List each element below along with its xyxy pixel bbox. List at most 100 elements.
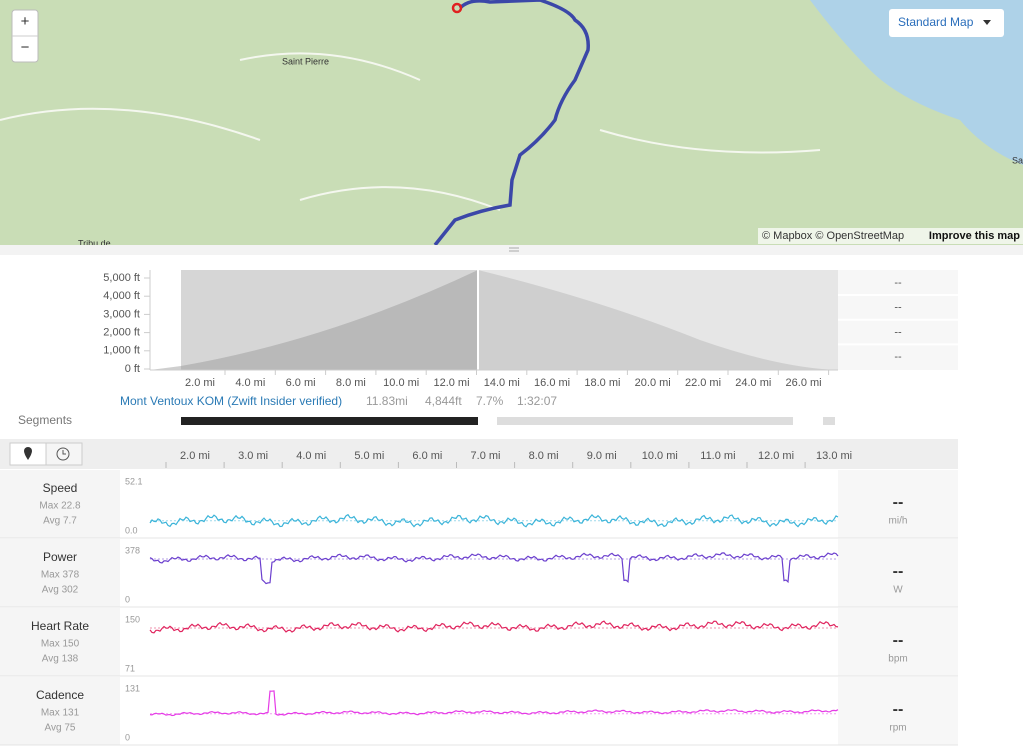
stream-label-bg bbox=[0, 539, 120, 607]
streams-header bbox=[0, 439, 958, 469]
stream-label-bg bbox=[0, 608, 120, 676]
stream-value-bg bbox=[838, 470, 958, 538]
stream-max: Max 22.8 bbox=[39, 501, 81, 512]
scale-min: 71 bbox=[125, 663, 135, 673]
stream-max: Max 378 bbox=[41, 570, 80, 581]
road bbox=[0, 52, 821, 211]
stream-label-bg bbox=[0, 677, 120, 745]
stream-x-tick: 2.0 mi bbox=[180, 450, 210, 462]
elev-x-tick: 8.0 mi bbox=[336, 377, 366, 389]
stream-value-bg bbox=[838, 539, 958, 607]
stream-line bbox=[149, 513, 839, 528]
elev-x-tick: 12.0 mi bbox=[433, 377, 469, 389]
clock-icon bbox=[56, 447, 70, 461]
stream-unit: rpm bbox=[889, 723, 906, 734]
zoom-out[interactable]: − bbox=[21, 39, 30, 56]
stream-unit: bpm bbox=[888, 654, 907, 665]
scale-max: 150 bbox=[125, 614, 140, 624]
lake bbox=[810, 0, 1023, 165]
stream-x-tick: 8.0 mi bbox=[529, 450, 559, 462]
elev-x-tick: 24.0 mi bbox=[735, 377, 771, 389]
stream-x-tick: 9.0 mi bbox=[587, 450, 617, 462]
segment-name[interactable]: Mont Ventoux KOM (Zwift Insider verified… bbox=[120, 394, 342, 408]
elev-x-tick: 14.0 mi bbox=[484, 377, 520, 389]
stream-name: Power bbox=[43, 550, 77, 564]
map: + − Standard Map Saint Pierre Tribu de S… bbox=[0, 0, 1023, 248]
stream-value: -- bbox=[893, 701, 904, 718]
elev-stat: -- bbox=[894, 302, 902, 314]
elev-area-selected bbox=[181, 270, 478, 370]
route bbox=[433, 0, 590, 247]
resize-bar[interactable] bbox=[0, 245, 1023, 255]
stream-unit: W bbox=[893, 585, 903, 596]
elev-x-tick: 2.0 mi bbox=[185, 377, 215, 389]
attribution: © Mapbox © OpenStreetMap bbox=[762, 230, 904, 242]
stream-avg: Avg 75 bbox=[45, 723, 76, 734]
stream-x-tick: 11.0 mi bbox=[700, 450, 735, 462]
stream-x-tick: 12.0 mi bbox=[758, 450, 794, 462]
elev-x-tick: 20.0 mi bbox=[635, 377, 671, 389]
scale-max: 131 bbox=[125, 683, 140, 693]
elev-stat: -- bbox=[894, 277, 902, 289]
stream-x-tick: 10.0 mi bbox=[642, 450, 678, 462]
elev-y-tick: 0 ft bbox=[125, 363, 140, 375]
stream-avg: Avg 7.7 bbox=[43, 516, 77, 527]
scale-min: 0 bbox=[125, 594, 130, 604]
improve-map[interactable]: Improve this map bbox=[929, 230, 1020, 242]
stream-max: Max 131 bbox=[41, 708, 80, 719]
segments-label: Segments bbox=[18, 413, 72, 427]
elev-x-tick: 16.0 mi bbox=[534, 377, 570, 389]
zoom-in[interactable]: + bbox=[21, 13, 30, 30]
stream-x-tick: 13.0 mi bbox=[816, 450, 852, 462]
pin-icon bbox=[24, 447, 32, 460]
scale-min: 0 bbox=[125, 732, 130, 742]
elev-y-tick: 1,000 ft bbox=[103, 345, 140, 357]
scale-max: 378 bbox=[125, 545, 140, 555]
stream-value: -- bbox=[893, 494, 904, 511]
caret bbox=[983, 20, 991, 25]
segment-time: 1:32:07 bbox=[517, 394, 557, 408]
elev-stat: -- bbox=[894, 326, 902, 338]
stream-x-tick: 6.0 mi bbox=[412, 450, 442, 462]
stream-name: Cadence bbox=[36, 688, 84, 702]
stream-name: Heart Rate bbox=[31, 619, 89, 633]
segment-elevation: 4,844ft bbox=[425, 394, 462, 408]
attribution-bg bbox=[758, 228, 1023, 244]
stream-value: -- bbox=[893, 563, 904, 580]
stream-name: Speed bbox=[43, 481, 78, 495]
map-style-label[interactable]: Standard Map bbox=[898, 15, 974, 29]
stream-x-tick: 5.0 mi bbox=[354, 450, 384, 462]
stream-x-tick: 4.0 mi bbox=[296, 450, 326, 462]
resize-handle bbox=[509, 247, 519, 252]
elev-x-tick: 10.0 mi bbox=[383, 377, 419, 389]
place-label: Sa bbox=[1012, 155, 1023, 165]
segment-bar[interactable] bbox=[823, 417, 835, 425]
elev-y-tick: 4,000 ft bbox=[103, 290, 140, 302]
segment-bar[interactable] bbox=[181, 417, 478, 425]
stream-x-tick: 7.0 mi bbox=[471, 450, 501, 462]
route-start bbox=[451, 2, 463, 14]
stream-avg: Avg 138 bbox=[42, 654, 79, 665]
elev-x-tick: 18.0 mi bbox=[584, 377, 620, 389]
map-style-button[interactable] bbox=[889, 9, 1004, 37]
place-label: Saint Pierre bbox=[282, 56, 329, 66]
segment-bar[interactable] bbox=[497, 417, 793, 425]
elev-x-tick: 26.0 mi bbox=[786, 377, 822, 389]
segment-distance: 11.83mi bbox=[366, 394, 408, 408]
elev-x-tick: 22.0 mi bbox=[685, 377, 721, 389]
stream-value-bg bbox=[838, 677, 958, 745]
stream-x-tick: 3.0 mi bbox=[238, 450, 268, 462]
stream-avg: Avg 302 bbox=[42, 585, 79, 596]
stream-value-bg bbox=[838, 608, 958, 676]
stream-unit: mi/h bbox=[889, 516, 908, 527]
elev-stat: -- bbox=[894, 351, 902, 363]
stream-line bbox=[149, 620, 839, 634]
stream-value: -- bbox=[893, 632, 904, 649]
stream-max: Max 150 bbox=[41, 639, 80, 650]
elev-y-tick: 5,000 ft bbox=[103, 272, 140, 284]
segment-grade: 7.7% bbox=[476, 394, 504, 408]
elev-y-tick: 2,000 ft bbox=[103, 327, 140, 339]
stream-line bbox=[149, 690, 839, 717]
place-label: Tribu de bbox=[78, 238, 111, 248]
